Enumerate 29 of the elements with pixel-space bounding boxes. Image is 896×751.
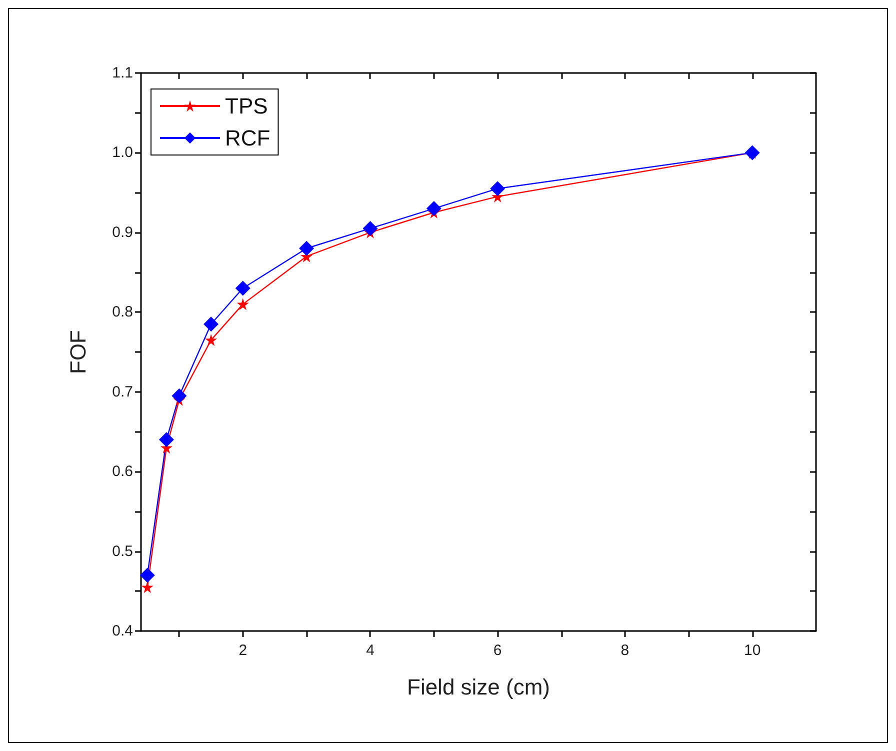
y-tick-label: 1.0 [112, 144, 133, 162]
point [141, 581, 154, 594]
point [158, 432, 174, 448]
point [362, 220, 378, 236]
x-tick-label: 8 [620, 642, 630, 659]
point [235, 280, 250, 296]
x-tick-label: 2 [238, 642, 248, 659]
y-axis-title: FOF [66, 330, 90, 374]
point [205, 334, 218, 346]
x-tick-label: 10 [744, 642, 761, 659]
y-tick-label: 0.5 [112, 542, 133, 560]
y-tick-label: 1.1 [112, 64, 133, 82]
legend-label: RCF [225, 126, 270, 150]
x-tick-label: 4 [366, 642, 374, 659]
y-tick-label: 0.9 [112, 224, 133, 241]
y-tick-label: 0.4 [112, 622, 133, 640]
point [299, 240, 314, 256]
point [426, 201, 442, 216]
x-axis-title: Field size (cm) [406, 674, 550, 700]
point [172, 388, 187, 404]
point [236, 298, 249, 310]
y-tick-label: 0.6 [112, 463, 133, 480]
point [204, 316, 219, 332]
y-tick-label: 0.7 [112, 383, 133, 400]
y-tick-label: 0.8 [112, 304, 133, 321]
x-tick-label: 6 [493, 642, 502, 659]
point [140, 568, 155, 583]
legend-label: TPS [225, 94, 268, 118]
point [490, 181, 506, 196]
